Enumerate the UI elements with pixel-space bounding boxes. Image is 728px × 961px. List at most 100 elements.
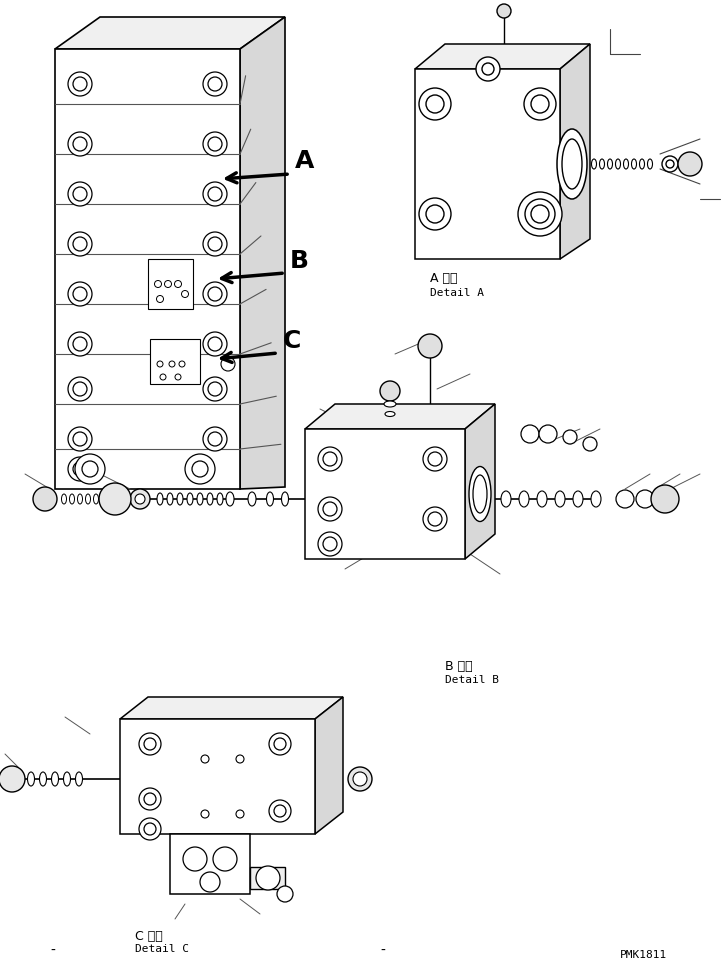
Circle shape bbox=[531, 96, 549, 114]
Circle shape bbox=[68, 73, 92, 97]
Circle shape bbox=[497, 5, 511, 19]
Circle shape bbox=[426, 206, 444, 224]
Ellipse shape bbox=[197, 494, 203, 505]
Circle shape bbox=[203, 378, 227, 402]
Ellipse shape bbox=[39, 773, 47, 786]
Polygon shape bbox=[415, 45, 590, 70]
Ellipse shape bbox=[384, 402, 396, 407]
Ellipse shape bbox=[519, 491, 529, 507]
Circle shape bbox=[130, 489, 150, 509]
Text: Detail B: Detail B bbox=[445, 675, 499, 684]
Circle shape bbox=[318, 532, 342, 556]
Circle shape bbox=[82, 461, 98, 478]
Circle shape bbox=[201, 810, 209, 818]
Ellipse shape bbox=[639, 160, 644, 170]
Circle shape bbox=[518, 193, 562, 236]
Circle shape bbox=[68, 183, 92, 207]
Circle shape bbox=[208, 432, 222, 447]
Text: C 詳細: C 詳細 bbox=[135, 929, 163, 942]
Ellipse shape bbox=[28, 773, 34, 786]
Circle shape bbox=[165, 282, 172, 288]
Polygon shape bbox=[465, 405, 495, 559]
Text: A 詳細: A 詳細 bbox=[430, 272, 457, 284]
Ellipse shape bbox=[282, 492, 288, 506]
Circle shape bbox=[678, 153, 702, 177]
Circle shape bbox=[423, 448, 447, 472]
Circle shape bbox=[203, 333, 227, 357]
Polygon shape bbox=[55, 18, 285, 50]
Circle shape bbox=[428, 453, 442, 466]
Ellipse shape bbox=[631, 160, 636, 170]
Circle shape bbox=[236, 810, 244, 818]
Circle shape bbox=[208, 287, 222, 302]
Circle shape bbox=[208, 237, 222, 252]
Text: B 詳細: B 詳細 bbox=[445, 659, 472, 673]
Ellipse shape bbox=[385, 412, 395, 417]
Circle shape bbox=[203, 283, 227, 307]
Circle shape bbox=[583, 437, 597, 452]
Circle shape bbox=[144, 824, 156, 835]
Circle shape bbox=[563, 431, 577, 445]
Circle shape bbox=[666, 160, 674, 169]
Ellipse shape bbox=[591, 491, 601, 507]
Circle shape bbox=[179, 361, 185, 368]
Circle shape bbox=[418, 334, 442, 358]
Circle shape bbox=[73, 137, 87, 152]
Ellipse shape bbox=[607, 160, 612, 170]
Ellipse shape bbox=[63, 773, 71, 786]
Ellipse shape bbox=[167, 494, 173, 505]
Circle shape bbox=[348, 767, 372, 791]
Ellipse shape bbox=[592, 160, 596, 170]
Ellipse shape bbox=[207, 494, 213, 505]
Ellipse shape bbox=[248, 492, 256, 506]
Ellipse shape bbox=[266, 492, 274, 506]
Circle shape bbox=[73, 432, 87, 447]
Circle shape bbox=[419, 89, 451, 121]
Text: A: A bbox=[295, 149, 314, 173]
Circle shape bbox=[208, 187, 222, 202]
Text: -: - bbox=[50, 943, 55, 957]
Circle shape bbox=[651, 485, 679, 513]
Circle shape bbox=[73, 337, 87, 352]
Circle shape bbox=[73, 462, 87, 477]
Ellipse shape bbox=[599, 160, 604, 170]
Polygon shape bbox=[315, 698, 343, 834]
Circle shape bbox=[157, 361, 163, 368]
Text: Detail C: Detail C bbox=[135, 943, 189, 953]
Circle shape bbox=[208, 137, 222, 152]
Circle shape bbox=[175, 375, 181, 381]
Circle shape bbox=[139, 818, 161, 840]
Bar bbox=[150, 339, 200, 384]
Circle shape bbox=[68, 233, 92, 257]
Ellipse shape bbox=[52, 773, 58, 786]
Ellipse shape bbox=[157, 494, 163, 505]
Circle shape bbox=[277, 886, 293, 902]
Circle shape bbox=[203, 233, 227, 257]
Circle shape bbox=[525, 200, 555, 230]
Circle shape bbox=[524, 89, 556, 121]
Ellipse shape bbox=[217, 494, 223, 505]
Circle shape bbox=[99, 483, 131, 515]
Circle shape bbox=[68, 428, 92, 452]
Polygon shape bbox=[170, 834, 250, 894]
Text: Detail A: Detail A bbox=[430, 287, 484, 298]
Ellipse shape bbox=[473, 476, 487, 513]
Ellipse shape bbox=[615, 160, 620, 170]
Circle shape bbox=[73, 382, 87, 397]
Circle shape bbox=[139, 733, 161, 755]
Circle shape bbox=[139, 788, 161, 810]
Circle shape bbox=[208, 337, 222, 352]
Circle shape bbox=[185, 455, 215, 484]
Circle shape bbox=[203, 133, 227, 157]
Circle shape bbox=[0, 766, 25, 792]
Ellipse shape bbox=[501, 491, 511, 507]
Polygon shape bbox=[240, 18, 285, 489]
Polygon shape bbox=[560, 45, 590, 259]
Ellipse shape bbox=[226, 492, 234, 506]
Circle shape bbox=[73, 237, 87, 252]
Circle shape bbox=[200, 872, 220, 892]
Circle shape bbox=[428, 512, 442, 527]
Circle shape bbox=[521, 426, 539, 444]
Polygon shape bbox=[120, 698, 343, 719]
Polygon shape bbox=[120, 719, 315, 834]
